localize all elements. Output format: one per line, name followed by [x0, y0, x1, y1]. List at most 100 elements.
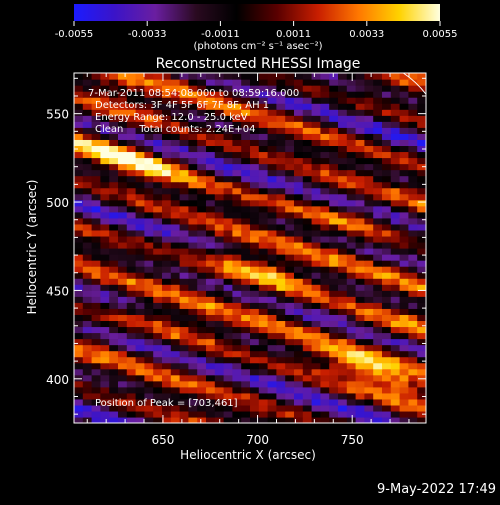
heatmap-cell: [302, 338, 313, 346]
heatmap-cell: [74, 332, 84, 340]
heatmap-cell: [126, 115, 137, 122]
heatmap-cell: [206, 248, 216, 255]
heatmap-cell: [267, 332, 277, 340]
heatmap-cell: [355, 169, 365, 177]
heatmap-cell: [390, 211, 401, 219]
heatmap-cell: [100, 241, 110, 249]
heatmap-cell: [162, 392, 172, 400]
heatmap-cell: [91, 157, 101, 165]
heatmap-cell: [179, 217, 189, 225]
heatmap-cell: [91, 344, 101, 352]
heatmap-cell: [417, 398, 426, 406]
heatmap-cell: [170, 362, 181, 370]
heatmap-cell: [355, 290, 365, 297]
heatmap-cell: [417, 296, 426, 303]
heatmap-cell: [302, 169, 313, 177]
heatmap-cell: [320, 121, 330, 128]
heatmap-cell: [135, 272, 145, 279]
heatmap-cell: [267, 139, 277, 147]
heatmap-cell: [118, 139, 128, 147]
heatmap-cell: [250, 127, 260, 134]
heatmap-cell: [390, 254, 401, 261]
heatmap-cell: [82, 199, 93, 207]
heatmap-cell: [285, 199, 295, 207]
heatmap-cell: [364, 241, 374, 249]
heatmap-cell: [399, 193, 409, 201]
heatmap-cell: [267, 115, 277, 122]
heatmap-cell: [250, 229, 260, 237]
heatmap-cell: [197, 416, 207, 423]
heatmap-cell: [338, 344, 348, 352]
heatmap-cell: [74, 85, 84, 92]
heatmap-cell: [153, 109, 163, 116]
heatmap-cell: [382, 344, 392, 352]
heatmap-cell: [241, 79, 251, 86]
heatmap-cell: [285, 211, 295, 219]
heatmap-cell: [390, 344, 401, 352]
heatmap-cell: [206, 266, 216, 273]
heatmap-cell: [206, 254, 216, 261]
heatmap-cell: [399, 404, 409, 412]
heatmap-cell: [109, 223, 119, 231]
heatmap-cell: [364, 404, 374, 412]
heatmap-cell: [346, 163, 357, 171]
heatmap-cell: [355, 79, 365, 86]
heatmap-cell: [162, 362, 172, 370]
heatmap-cell: [135, 278, 145, 285]
heatmap-cell: [197, 398, 207, 406]
heatmap-cell: [417, 272, 426, 279]
heatmap-cell: [399, 320, 409, 328]
heatmap-cell: [109, 103, 119, 110]
heatmap-cell: [82, 169, 93, 177]
heatmap-cell: [232, 338, 242, 346]
heatmap-cell: [188, 266, 198, 273]
heatmap-cell: [241, 290, 251, 297]
heatmap-cell: [258, 163, 269, 171]
heatmap-cell: [329, 326, 339, 334]
heatmap-cell: [109, 91, 119, 98]
heatmap-cell: [188, 157, 198, 165]
heatmap-cell: [170, 85, 181, 92]
heatmap-cell: [74, 320, 84, 328]
heatmap-cell: [294, 320, 304, 328]
heatmap-cell: [223, 332, 233, 340]
heatmap-cell: [197, 199, 207, 207]
heatmap-cell: [170, 398, 181, 406]
heatmap-cell: [329, 157, 339, 165]
heatmap-cell: [170, 416, 181, 423]
heatmap-cell: [153, 410, 163, 418]
heatmap-cell: [382, 326, 392, 334]
heatmap-cell: [91, 254, 101, 261]
heatmap-cell: [126, 73, 137, 80]
heatmap-cell: [214, 151, 225, 159]
heatmap-cell: [135, 187, 145, 195]
heatmap-cell: [294, 332, 304, 340]
heatmap-cell: [153, 314, 163, 322]
heatmap-cell: [170, 205, 181, 213]
heatmap-cell: [153, 254, 163, 261]
heatmap-cell: [302, 350, 313, 358]
heatmap-cell: [417, 302, 426, 309]
heatmap-cell: [153, 356, 163, 364]
heatmap-cell: [320, 380, 330, 388]
heatmap-cell: [74, 416, 84, 423]
heatmap-cell: [302, 290, 313, 297]
heatmap-cell: [214, 241, 225, 249]
heatmap-cell: [91, 296, 101, 303]
heatmap-cell: [241, 151, 251, 159]
heatmap-cell: [346, 193, 357, 201]
heatmap-cell: [82, 320, 93, 328]
heatmap-cell: [258, 217, 269, 225]
heatmap-cell: [144, 320, 154, 328]
heatmap-cell: [162, 326, 172, 334]
heatmap-cell: [294, 103, 304, 110]
heatmap-cell: [135, 103, 145, 110]
heatmap-cell: [250, 235, 260, 243]
heatmap-cell: [346, 272, 357, 279]
heatmap-cell: [100, 266, 110, 273]
heatmap-cell: [197, 338, 207, 346]
heatmap-cell: [206, 338, 216, 346]
y-axis-label: Heliocentric Y (arcsec): [25, 180, 39, 315]
heatmap-cell: [179, 254, 189, 261]
heatmap-cell: [109, 392, 119, 400]
